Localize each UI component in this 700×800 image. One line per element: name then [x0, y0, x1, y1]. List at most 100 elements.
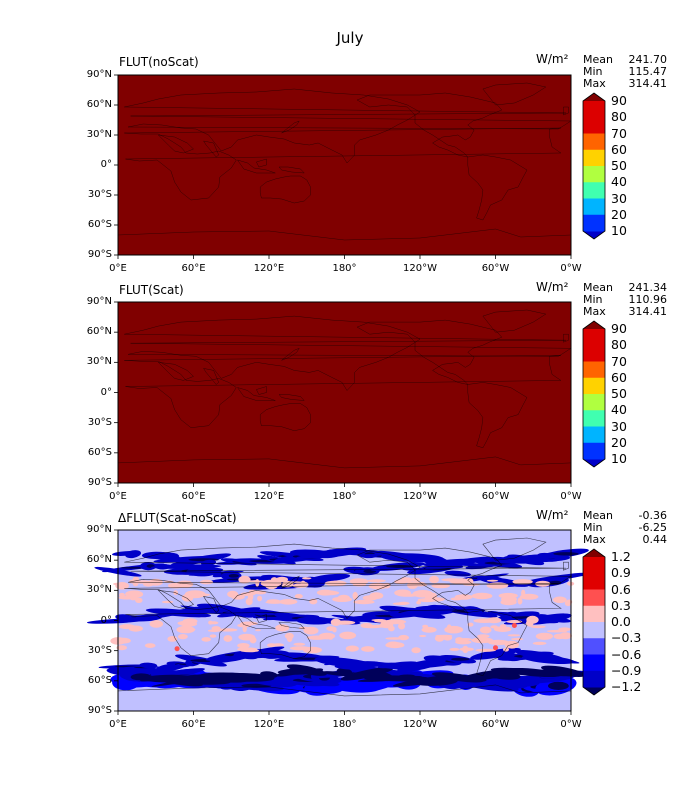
positive-anomaly-patch	[333, 620, 356, 625]
positive-anomaly-patch	[242, 625, 247, 633]
positive-anomaly-patch	[237, 643, 250, 649]
colorbar-tick-label: 50	[611, 386, 627, 401]
y-tick-label: 30°N	[86, 129, 112, 140]
positive-anomaly-patch	[471, 592, 493, 600]
tick-marks	[114, 301, 572, 487]
positive-anomaly-patch	[167, 636, 178, 642]
positive-anomaly-patch	[477, 634, 490, 638]
coastline	[124, 543, 573, 619]
panel-3-map	[86, 529, 591, 715]
coastline	[202, 595, 220, 613]
negative-anomaly-patch	[201, 559, 217, 566]
positive-anomaly-patch	[471, 637, 494, 644]
colorbar-tick-label: 0.9	[611, 565, 631, 581]
coastline	[482, 537, 547, 561]
colorbar-tick-label: 20	[611, 434, 627, 450]
x-tick-label: 120°E	[253, 719, 285, 730]
positive-anomaly-patch	[535, 632, 553, 640]
colorbar-extend-min	[583, 231, 605, 239]
colorbar-tick-label: 80	[611, 109, 627, 125]
x-tick-label: 120°W	[403, 719, 437, 730]
positive-anomaly-patch	[153, 623, 162, 626]
colorbar-outline	[582, 320, 606, 468]
colorbar-segment	[583, 442, 605, 460]
coastline	[256, 386, 267, 395]
negative-anomaly-patch	[139, 662, 158, 669]
positive-anomaly-patch	[503, 647, 509, 652]
positive-anomaly-patch	[361, 646, 375, 652]
positive-anomaly-patch	[301, 577, 312, 580]
positive-anomaly-patch	[316, 589, 334, 596]
stat-label-mean: Mean	[583, 281, 613, 294]
x-tick-label: 60°W	[481, 491, 510, 502]
colorbar-tick-label: 40	[611, 402, 627, 418]
figure-title: July	[336, 29, 364, 47]
coastline	[236, 614, 276, 629]
coastline	[281, 347, 300, 361]
x-tick-label: 0°W	[560, 491, 582, 502]
colorbar-segment	[583, 149, 605, 167]
positive-anomaly-patch	[300, 581, 309, 588]
y-tick-label: 90°S	[87, 705, 112, 716]
positive-anomaly-patch	[475, 648, 497, 652]
colorbar-tick-label: 10	[611, 451, 627, 466]
colorbar-tick-label: 50	[611, 158, 627, 173]
positive-anomaly-patch	[552, 596, 567, 604]
positive-anomaly-patch	[394, 589, 411, 597]
strong-positive-patch	[511, 623, 517, 628]
positive-anomaly-patch	[218, 628, 238, 632]
positive-anomaly-patch	[125, 590, 144, 598]
positive-anomaly-patch	[208, 621, 219, 625]
positive-anomaly-patch	[161, 600, 174, 604]
positive-anomaly-patch	[294, 594, 303, 599]
strong-negative-patch	[451, 657, 470, 661]
coastline	[482, 82, 547, 106]
colorbar-extend-min	[583, 687, 605, 695]
coastlines	[117, 309, 572, 484]
positive-anomaly-patch	[115, 582, 129, 590]
colorbar-segment	[583, 654, 605, 672]
x-tick-label: 0°E	[109, 491, 127, 502]
coastline	[563, 561, 569, 571]
colorbar-tick-label: 70	[611, 353, 627, 369]
positive-anomaly-patch	[411, 647, 421, 654]
positive-anomaly-patch	[265, 600, 284, 604]
colorbar-tick-label: −0.6	[611, 646, 642, 662]
coastline	[278, 166, 305, 174]
colorbar-segment	[583, 198, 605, 216]
positive-anomaly-patch	[479, 626, 492, 634]
positive-anomaly-patch	[133, 580, 152, 584]
colorbar-tick-label: −1.2	[611, 679, 642, 694]
colorbar-tick-label: 90	[611, 93, 627, 108]
colorbar-segment	[583, 557, 605, 574]
coastline	[356, 319, 503, 385]
positive-anomaly-patch	[227, 590, 239, 598]
negative-anomaly-patch	[377, 661, 418, 669]
coastline	[203, 140, 220, 158]
positive-anomaly-patch	[182, 618, 198, 625]
positive-anomaly-patch	[349, 578, 369, 585]
coastline	[236, 387, 276, 401]
positive-anomaly-patch	[181, 593, 194, 602]
positive-anomaly-patch	[255, 629, 261, 632]
stat-label-min: Min	[583, 521, 603, 534]
x-tick-label: 120°E	[253, 491, 285, 502]
coastline	[259, 175, 311, 204]
y-tick-label: 0°	[100, 614, 112, 626]
positive-anomaly-patch	[238, 575, 251, 584]
positive-anomaly-patch	[249, 636, 257, 644]
colorbar-tick-label: 60	[611, 141, 627, 157]
y-tick-label: 90°N	[86, 69, 112, 80]
colorbar-tick-label: −0.9	[611, 662, 642, 678]
stat-label-mean: Mean	[583, 509, 613, 522]
positive-anomaly-patch	[441, 578, 463, 582]
positive-anomaly-patch	[367, 579, 386, 583]
positive-anomaly-patch	[511, 637, 524, 641]
colorbar-segment	[583, 670, 605, 688]
positive-anomaly-patch	[119, 592, 125, 598]
positive-anomaly-patch	[449, 647, 460, 651]
y-tick-label: 90°S	[87, 249, 112, 260]
negative-anomaly-patch	[308, 573, 351, 583]
y-tick-label: 30°S	[87, 644, 112, 656]
positive-anomaly-patch	[284, 632, 294, 640]
